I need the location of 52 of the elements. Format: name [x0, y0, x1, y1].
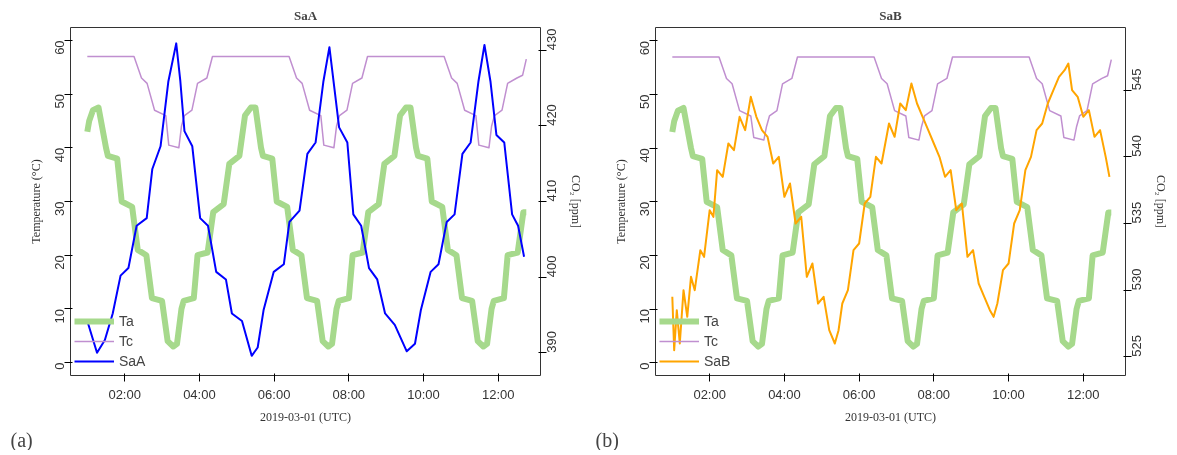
y-tick-label: 30 [52, 201, 67, 216]
y-tick-label: 60 [637, 40, 652, 56]
y2-tick-label: 545 [1129, 68, 1144, 91]
y-tick-label: 50 [637, 94, 652, 109]
y-axis-title: Temperature (°C) [28, 159, 43, 244]
y-tick-label: 0 [637, 362, 652, 370]
y2-tick-label: 430 [544, 28, 559, 51]
y-tick-label: 0 [52, 362, 67, 370]
legend-label: SaA [119, 353, 146, 369]
y2-tick-label: 525 [1129, 335, 1144, 357]
y-tick-label: 20 [52, 255, 67, 270]
text: (b) [595, 428, 619, 452]
x-axis-title: 2019-03-01 (UTC) [260, 409, 351, 424]
chart-title: SaB [879, 7, 903, 23]
y-tick-label: 10 [52, 308, 67, 324]
y-tick-label: 60 [52, 40, 67, 55]
x-tick-label: 08:00 [332, 386, 366, 402]
x-tick-label: 06:00 [842, 386, 876, 402]
y2-tick-label: 410 [544, 179, 559, 202]
y-tick-label: 40 [637, 148, 652, 163]
y2-tick-label: 540 [1129, 135, 1144, 157]
x-tick-label: 10:00 [992, 386, 1025, 402]
legend-label: Tc [704, 333, 719, 349]
y2-tick-label: 420 [544, 104, 559, 126]
x-tick-label: 08:00 [917, 386, 951, 402]
x-tick-label: 02:00 [693, 386, 726, 402]
legend-label: Ta [119, 313, 135, 329]
text: (a) [10, 428, 33, 452]
y-tick-label: 10 [637, 309, 652, 324]
x-tick-label: 02:00 [108, 386, 141, 402]
legend-label: SaB [704, 353, 731, 369]
legend-label: Ta [704, 313, 720, 329]
legend-label: Tc [119, 333, 134, 349]
chart-title: SaA [293, 7, 318, 23]
y2-tick-label: 535 [1129, 201, 1144, 224]
y2-axis-title: CO₂ [ppm] [1153, 174, 1168, 229]
y-tick-label: 50 [52, 94, 67, 109]
y-tick-label: 30 [637, 201, 652, 217]
y2-axis-title: CO₂ [ppm] [568, 174, 583, 229]
y2-tick-label: 390 [544, 331, 559, 353]
y-axis-title: Temperature (°C) [613, 159, 628, 244]
y2-tick-label: 400 [544, 255, 559, 278]
y-tick-label: 20 [637, 255, 652, 270]
x-tick-label: 10:00 [407, 386, 440, 402]
x-axis-title: 2019-03-01 (UTC) [845, 409, 936, 424]
y2-tick-label: 530 [1129, 268, 1144, 291]
x-tick-label: 12:00 [482, 386, 515, 402]
x-tick-label: 06:00 [257, 386, 291, 402]
x-tick-label: 12:00 [1067, 386, 1100, 402]
x-tick-label: 04:00 [183, 386, 216, 402]
y-tick-label: 40 [52, 147, 67, 163]
x-tick-label: 04:00 [768, 386, 801, 402]
